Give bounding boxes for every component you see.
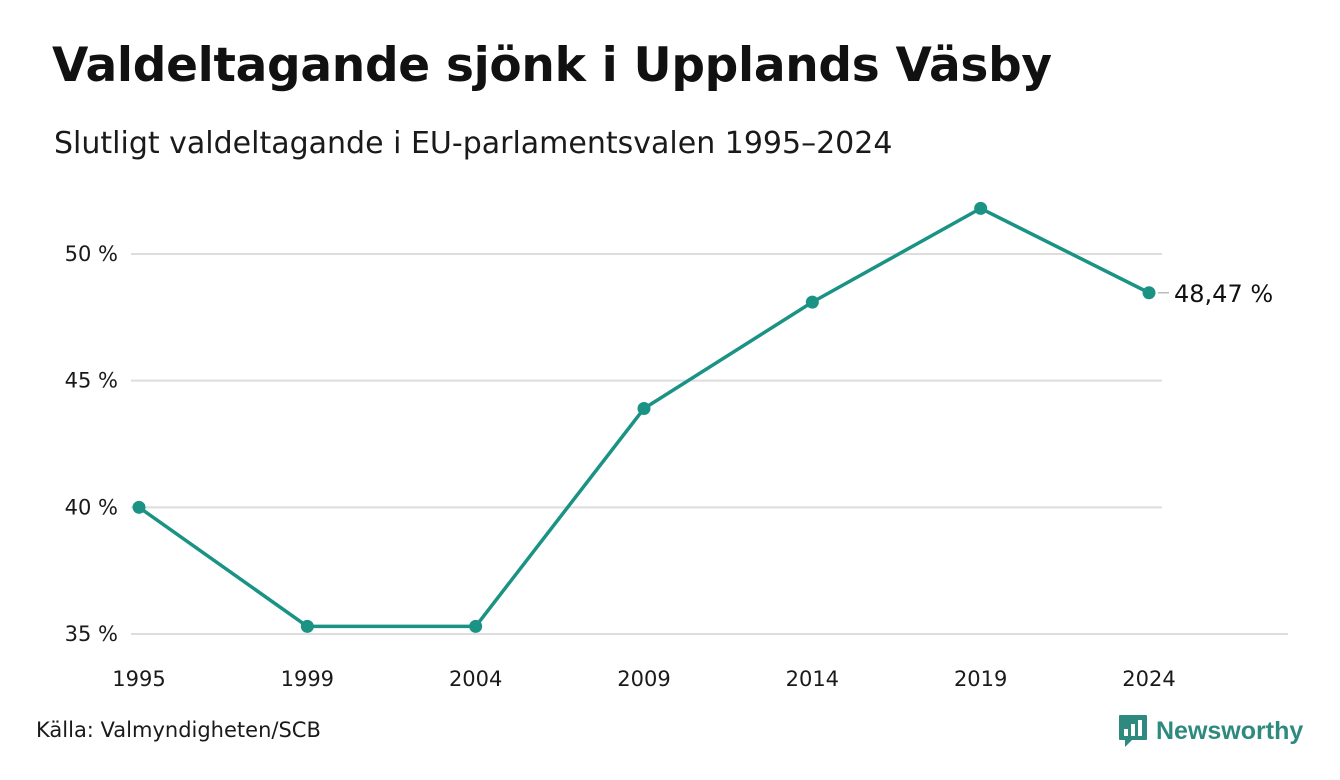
- line-chart: 35 % 40 % 45 % 50 % 1995 1999 2004 2009 2014 201…: [65, 201, 1288, 691]
- x-axis-ticks: 1995 1999 2004 2009 2014 2019 2024: [112, 667, 1175, 691]
- data-point: [469, 619, 483, 633]
- data-point: [132, 500, 146, 514]
- brand-name: Newsworthy: [1156, 716, 1304, 745]
- data-point: [1142, 286, 1156, 300]
- y-axis-ticks: 35 % 40 % 45 % 50 %: [65, 242, 118, 646]
- x-tick-label: 1999: [281, 667, 334, 691]
- x-tick-label: 2014: [786, 667, 839, 691]
- y-tick-label: 40 %: [65, 495, 118, 519]
- series-layer: [132, 201, 1156, 633]
- x-tick-label: 2009: [617, 667, 670, 691]
- data-point: [300, 619, 314, 633]
- data-point: [974, 201, 988, 215]
- x-tick-label: 2024: [1122, 667, 1175, 691]
- data-point: [805, 295, 819, 309]
- y-tick-label: 50 %: [65, 242, 118, 266]
- x-tick-label: 1995: [112, 667, 165, 691]
- end-value-label: 48,47 %: [1174, 280, 1273, 308]
- chart-title: Valdeltagande sjönk i Upplands Väsby: [52, 38, 1052, 93]
- x-tick-label: 2019: [954, 667, 1007, 691]
- data-point: [637, 402, 651, 416]
- source-note: Källa: Valmyndigheten/SCB: [36, 718, 321, 742]
- gridlines: [131, 253, 1288, 635]
- x-tick-label: 2004: [449, 667, 502, 691]
- y-tick-label: 35 %: [65, 622, 118, 646]
- y-tick-label: 45 %: [65, 369, 118, 393]
- data-labels: 48,47 %: [1158, 280, 1273, 308]
- brand-logo: Newsworthy: [1118, 714, 1303, 748]
- bar-chart-speech-bubble-icon: [1119, 715, 1147, 747]
- series-line: [137, 206, 1151, 629]
- chart-subtitle: Slutligt valdeltagande i EU-parlamentsva…: [54, 126, 893, 161]
